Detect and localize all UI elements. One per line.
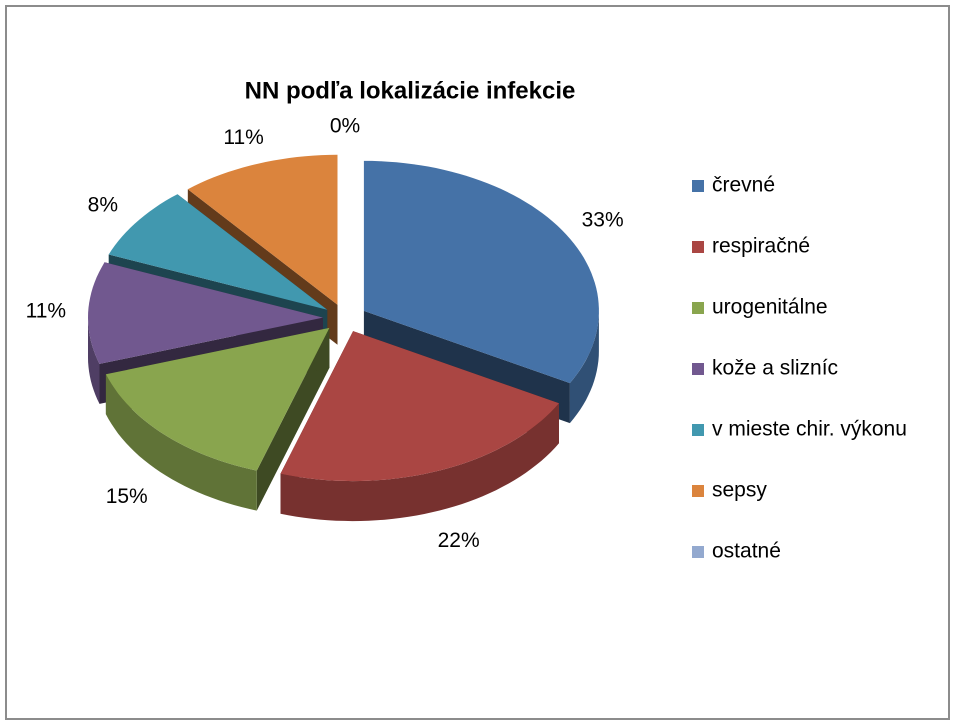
chart-title: NN podľa lokalizácie infekcie	[245, 77, 576, 104]
legend-swatch	[692, 180, 704, 192]
slice-top	[105, 327, 330, 471]
legend-label: sepsy	[712, 479, 767, 502]
data-label: 15%	[106, 485, 148, 508]
legend-swatch	[692, 363, 704, 375]
data-label: 11%	[223, 126, 263, 149]
slice-top	[108, 194, 328, 310]
legend-swatch	[692, 485, 704, 497]
data-label: 11%	[26, 300, 66, 323]
legend-swatch	[692, 241, 704, 253]
legend-label: kože a slizníc	[712, 357, 838, 380]
legend-label: črevné	[712, 174, 775, 197]
legend-label: v mieste chir. výkonu	[712, 418, 907, 441]
legend-swatch	[692, 424, 704, 436]
legend-swatch	[692, 546, 704, 558]
legend-label: urogenitálne	[712, 296, 828, 319]
slice-top	[363, 160, 599, 384]
legend-label: ostatné	[712, 540, 781, 563]
data-label: 22%	[438, 529, 480, 552]
slice-wall	[105, 374, 257, 511]
slice-wall	[569, 310, 599, 424]
data-label: 0%	[330, 115, 360, 138]
legend-swatch	[692, 302, 704, 314]
slice-top	[88, 262, 323, 364]
data-label: 33%	[582, 208, 624, 231]
legend-label: respiračné	[712, 235, 810, 258]
slice-top	[187, 154, 338, 305]
slice-top	[280, 331, 559, 482]
slice	[280, 331, 559, 522]
data-label: 8%	[88, 193, 118, 216]
slice-side	[256, 327, 330, 511]
slice-wall	[88, 317, 100, 404]
slice	[105, 327, 330, 511]
slice-wall	[280, 403, 559, 522]
